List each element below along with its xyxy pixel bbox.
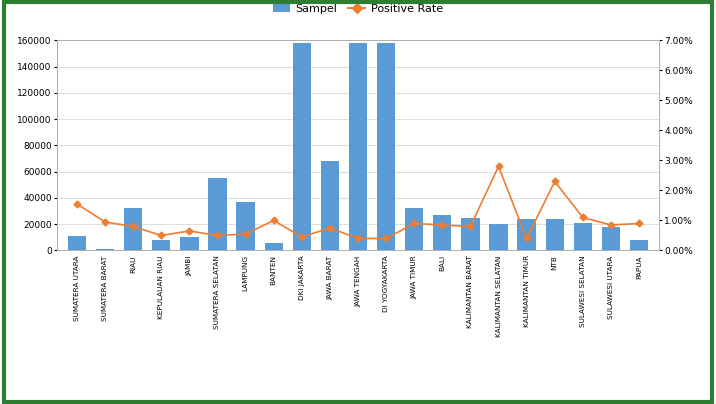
Bar: [630, 240, 648, 250]
Bar: [180, 237, 198, 250]
Bar: [349, 43, 367, 250]
Bar: [405, 208, 423, 250]
Bar: [433, 215, 452, 250]
Bar: [377, 43, 395, 250]
Legend: Sampel, Positive Rate: Sampel, Positive Rate: [268, 0, 448, 19]
Bar: [264, 242, 283, 250]
Bar: [152, 240, 170, 250]
Bar: [490, 224, 508, 250]
Bar: [68, 236, 86, 250]
Bar: [574, 223, 592, 250]
Bar: [461, 218, 480, 250]
Bar: [208, 178, 226, 250]
Bar: [236, 202, 255, 250]
Bar: [602, 227, 620, 250]
Bar: [546, 219, 564, 250]
Bar: [518, 219, 536, 250]
Bar: [321, 161, 339, 250]
Bar: [293, 43, 311, 250]
Bar: [96, 248, 114, 250]
Bar: [124, 208, 142, 250]
